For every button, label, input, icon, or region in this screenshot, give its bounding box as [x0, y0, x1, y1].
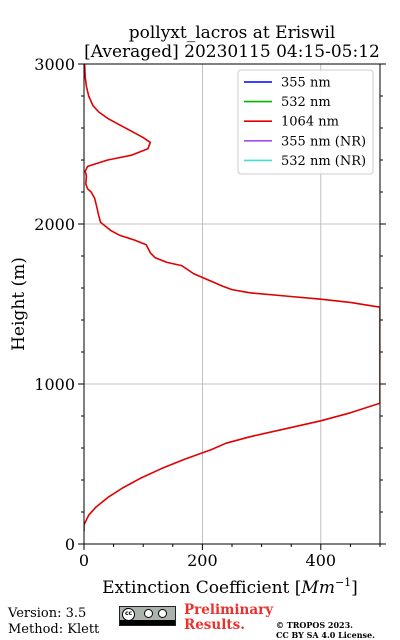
preliminary-notice: Preliminary Results.: [184, 603, 273, 633]
preliminary-line-2: Results.: [184, 617, 245, 633]
legend-label-4: 532 nm (NR): [281, 154, 366, 169]
badge-bar: [120, 620, 175, 625]
series-lines: [84, 64, 380, 532]
chart-title-line-2: [Averaged] 20230115 04:15-05:12: [84, 42, 380, 62]
legend-box: [237, 69, 374, 175]
legend-label-3: 355 nm (NR): [281, 134, 366, 149]
y-tick-label-0: 0: [65, 535, 75, 554]
y-tick-label-2: 2000: [34, 215, 75, 234]
copyright-line-1: © TROPOS 2023.: [276, 620, 353, 630]
x-tick-label-1: 200: [187, 551, 218, 570]
copyright-line-2: CC BY SA 4.0 License.: [276, 630, 375, 640]
preliminary-line-1: Preliminary: [184, 602, 274, 618]
y-axis-label: Height (m): [9, 257, 29, 351]
x-axis-label-end: ]: [351, 578, 358, 598]
cc-license-badge: cc: [119, 606, 176, 626]
axis-ticks: [78, 63, 386, 550]
x-axis-unit-exponent: −1: [335, 576, 351, 589]
x-tick-label-2: 400: [306, 551, 337, 570]
version-text: Version: 3.5: [8, 606, 87, 621]
legend-label-2: 1064 nm: [281, 115, 339, 130]
chart-title-line-1: pollyxt_lacros at Eriswil: [128, 23, 336, 43]
x-tick-label-0: 0: [79, 551, 89, 570]
legend-label-1: 532 nm: [281, 95, 331, 110]
y-tick-label-1: 1000: [34, 375, 75, 394]
x-axis-label: Extinction Coefficient [Mm−1]: [102, 576, 358, 598]
x-axis-unit: Mm: [300, 578, 335, 598]
copyright-notice: © TROPOS 2023. CC BY SA 4.0 License.: [276, 620, 375, 640]
axis-tick-labels: 0 200 400 0 1000 2000 3000: [34, 55, 336, 570]
y-tick-label-3: 3000: [34, 55, 75, 74]
legend-label-0: 355 nm: [281, 76, 331, 91]
method-text: Method: Klett: [8, 622, 100, 637]
share-alike-icon: [158, 609, 167, 618]
attribution-icon: [144, 609, 153, 618]
series-line-1064-nm: [84, 64, 380, 532]
legend: 355 nm 532 nm 1064 nm 355 nm (NR) 532 nm (NR…: [237, 69, 374, 175]
